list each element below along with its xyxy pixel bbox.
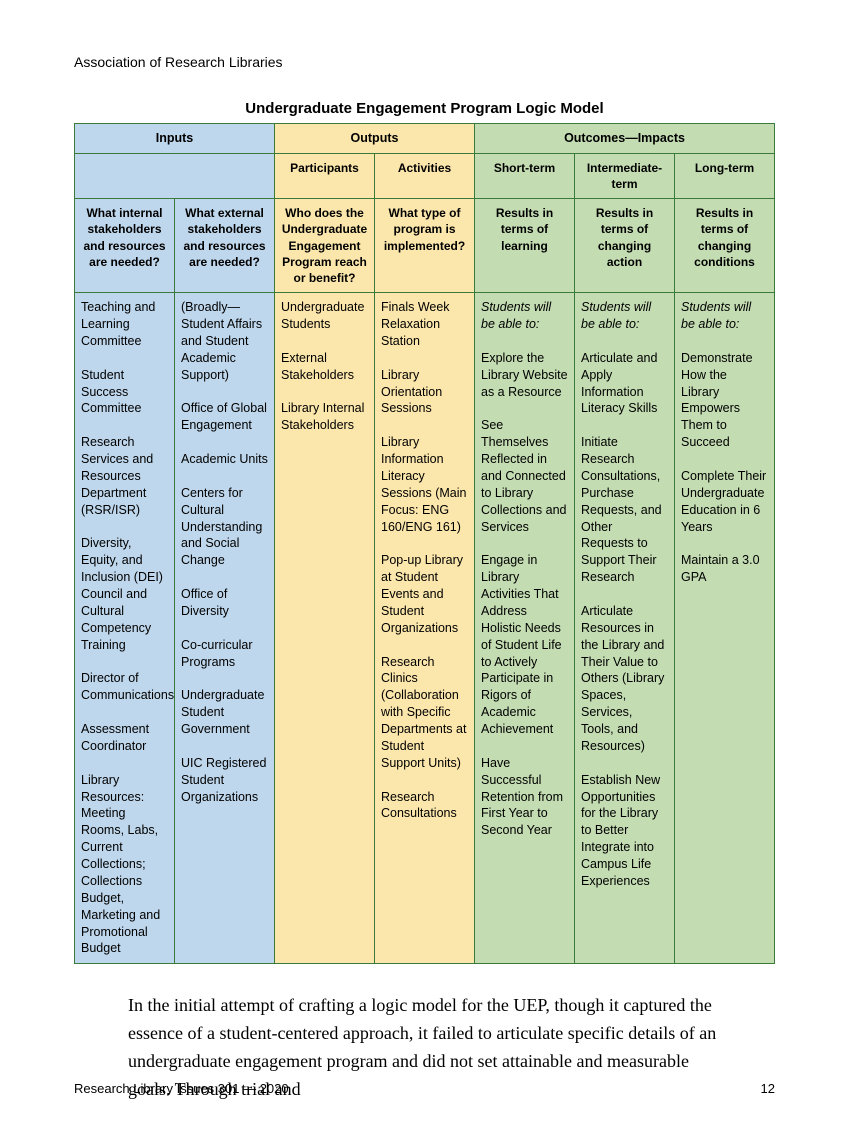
inter-body: Articulate and Apply Information Literac… (581, 351, 664, 888)
subhead-row: Participants Activities Short-term Inter… (75, 153, 775, 198)
short-lead: Students will be able to: (481, 300, 551, 331)
cell-participants: Undergraduate StudentsExternal Stakehold… (275, 293, 375, 964)
cell-internal: Teaching and Learning CommitteeStudent S… (75, 293, 175, 964)
q-external: What external stakeholders and resources… (175, 199, 275, 293)
q-intermediate: Results in terms of changing action (575, 199, 675, 293)
cell-intermediate: Students will be able to: Articulate and… (575, 293, 675, 964)
group-outcomes: Outcomes—Impacts (475, 124, 775, 154)
body-row: Teaching and Learning CommitteeStudent S… (75, 293, 775, 964)
subhead-activities: Activities (375, 153, 475, 198)
footer-left: Research Library Issues 301 — 2020 (74, 1081, 289, 1096)
cell-short: Students will be able to: Explore the Li… (475, 293, 575, 964)
group-header-row: Inputs Outputs Outcomes—Impacts (75, 124, 775, 154)
group-outputs: Outputs (275, 124, 475, 154)
short-body: Explore the Library Website as a Resourc… (481, 351, 568, 838)
inter-lead: Students will be able to: (581, 300, 651, 331)
subhead-participants: Participants (275, 153, 375, 198)
subhead-long: Long-term (675, 153, 775, 198)
table-title: Undergraduate Engagement Program Logic M… (74, 100, 775, 117)
cell-long: Students will be able to: Demonstrate Ho… (675, 293, 775, 964)
logic-model-table: Inputs Outputs Outcomes—Impacts Particip… (74, 123, 775, 964)
subhead-inputs-blank (75, 153, 275, 198)
long-lead: Students will be able to: (681, 300, 751, 331)
question-row: What internal stakeholders and resources… (75, 199, 775, 293)
long-body: Demonstrate How the Library Empowers The… (681, 351, 766, 584)
q-participants: Who does the Undergraduate Engagement Pr… (275, 199, 375, 293)
subhead-intermediate: Intermediate-term (575, 153, 675, 198)
q-short: Results in terms of learning (475, 199, 575, 293)
page: Association of Research Libraries Underg… (0, 0, 849, 1144)
subhead-short: Short-term (475, 153, 575, 198)
cell-external: (Broadly—Student Affairs and Student Aca… (175, 293, 275, 964)
running-head: Association of Research Libraries (74, 54, 775, 70)
cell-activities: Finals Week Relaxation StationLibrary Or… (375, 293, 475, 964)
group-inputs: Inputs (75, 124, 275, 154)
q-internal: What internal stakeholders and resources… (75, 199, 175, 293)
footer-right: 12 (761, 1081, 775, 1096)
q-long: Results in terms of changing conditions (675, 199, 775, 293)
page-footer: Research Library Issues 301 — 2020 12 (74, 1081, 775, 1096)
q-activities: What type of program is implemented? (375, 199, 475, 293)
